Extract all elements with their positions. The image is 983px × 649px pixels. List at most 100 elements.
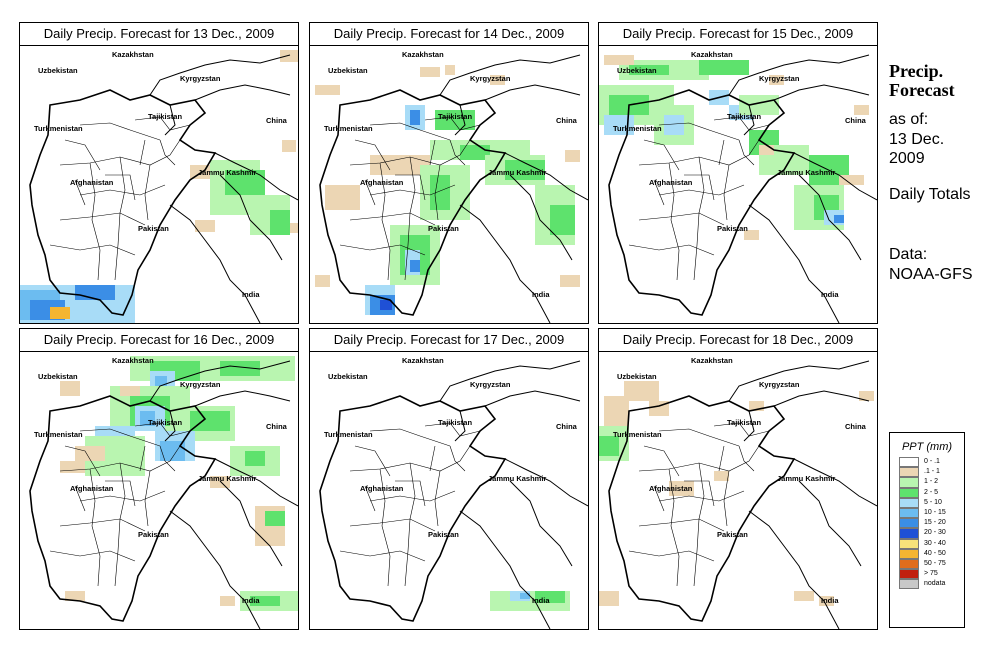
- province-border: [693, 462, 705, 587]
- map-label-india: India: [821, 596, 839, 605]
- province-border: [354, 445, 391, 477]
- map-label-kyrgyzstan: Kyrgyzstan: [759, 74, 800, 83]
- province-border: [449, 139, 466, 166]
- precip-cell: [604, 115, 634, 135]
- map-label-tajikistan: Tajikistan: [148, 112, 182, 121]
- province-border: [713, 422, 770, 437]
- map-label-china: China: [556, 116, 578, 125]
- country-border: [454, 104, 466, 136]
- precip-cell: [490, 75, 505, 85]
- country-border: [454, 410, 466, 442]
- precip-overlay: [490, 591, 570, 611]
- province-border: [404, 156, 416, 281]
- precip-cell: [834, 215, 844, 223]
- panel-title: Daily Precip. Forecast for 14 Dec., 2009: [310, 23, 588, 46]
- precip-cell: [819, 596, 834, 606]
- data-source: NOAA-GFS: [889, 266, 973, 283]
- province-border: [379, 468, 391, 587]
- province-border: [364, 485, 376, 512]
- province-border: [79, 184, 166, 196]
- precip-cell: [120, 386, 140, 396]
- precip-cell: [664, 115, 684, 135]
- province-border: [64, 139, 101, 171]
- country-border: [459, 510, 551, 629]
- country-border: [439, 360, 581, 402]
- map-label-afghanistan: Afghanistan: [360, 178, 404, 187]
- precip-cell: [560, 275, 580, 287]
- precip-cell: [759, 145, 774, 155]
- precip-cell: [50, 307, 70, 319]
- province-border: [628, 244, 715, 256]
- precip-cell: [629, 65, 669, 75]
- map-label-turkmenistan: Turkmenistan: [34, 124, 83, 133]
- legend-entry: 30 - 40: [890, 538, 964, 549]
- province-border: [139, 139, 146, 166]
- map-label-afghanistan: Afghanistan: [649, 178, 693, 187]
- map-label-uzbekistan: Uzbekistan: [38, 66, 78, 75]
- precip-cell: [599, 436, 619, 456]
- map-label-pakistan: Pakistan: [138, 224, 169, 233]
- province-border: [74, 179, 86, 206]
- province-border: [349, 212, 436, 226]
- map-label-uzbekistan: Uzbekistan: [328, 372, 368, 381]
- panel-title: Daily Precip. Forecast for 18 Dec., 2009: [599, 329, 877, 352]
- province-border: [643, 139, 680, 171]
- country-border: [169, 510, 261, 629]
- precip-cell: [505, 160, 545, 180]
- map-label-china: China: [266, 116, 288, 125]
- province-border: [59, 445, 181, 472]
- province-border: [429, 139, 436, 166]
- precip-cell: [325, 185, 360, 210]
- province-border: [354, 139, 391, 171]
- map-label-jammu-kashmir: Jammu Kashmir: [198, 474, 256, 483]
- province-border: [139, 445, 146, 472]
- legend-swatch: [899, 548, 919, 559]
- precip-cell: [60, 381, 80, 396]
- map-label-china: China: [556, 422, 578, 431]
- legend-label: 50 - 75: [924, 559, 946, 567]
- precip-cell: [535, 591, 565, 603]
- precip-cell: [714, 471, 729, 481]
- legend-label: nodata: [924, 580, 946, 588]
- country-border: [798, 480, 862, 567]
- precip-cell: [270, 210, 290, 235]
- precip-cell: [599, 591, 619, 606]
- country-border: [214, 458, 298, 507]
- province-border: [79, 490, 166, 502]
- province-border: [114, 462, 126, 587]
- precip-map: Kazakhstan Uzbekistan Kyrgyzstan Tajikistan…: [29, 356, 298, 629]
- precip-cell: [739, 95, 779, 115]
- precip-map: Kazakhstan Uzbekistan Kyrgyzstan Tajikistan…: [315, 50, 588, 323]
- province-border: [723, 470, 730, 527]
- forecast-panel-14: Daily Precip. Forecast for 14 Dec., 2009…: [309, 22, 589, 324]
- legend-swatch: [899, 558, 919, 570]
- precip-cell: [280, 50, 298, 62]
- precip-cell: [220, 596, 235, 606]
- precip-cell: [604, 55, 634, 65]
- province-border: [64, 445, 101, 477]
- map-label-uzbekistan: Uzbekistan: [328, 66, 368, 75]
- province-border: [369, 490, 456, 502]
- panel-title: Daily Precip. Forecast for 15 Dec., 2009: [599, 23, 877, 46]
- precip-cell: [565, 150, 580, 162]
- province-border: [638, 445, 760, 472]
- forecast-date: 13 Dec. 2009: [889, 131, 945, 167]
- legend-swatch: [899, 467, 919, 478]
- map-label-kazakhstan: Kazakhstan: [691, 356, 733, 365]
- map-label-pakistan: Pakistan: [717, 530, 748, 539]
- province-border: [105, 480, 136, 507]
- province-border: [658, 428, 740, 447]
- map-label-india: India: [242, 290, 260, 299]
- province-border: [638, 139, 760, 166]
- province-border: [59, 212, 146, 226]
- data-label: Data:: [889, 246, 928, 263]
- precip-cell: [220, 361, 260, 376]
- precip-legend: PPT (mm) 0 - .1 .1 - 1 1 - 2 2 - 5 5 - 10 10 …: [889, 432, 965, 628]
- precip-overlay: [20, 50, 298, 323]
- legend-label: 15 - 20: [924, 519, 946, 527]
- province-border: [134, 422, 191, 437]
- country-border: [743, 104, 755, 136]
- map-label-turkmenistan: Turkmenistan: [613, 430, 662, 439]
- legend-swatch: [899, 538, 919, 549]
- precip-cell: [65, 591, 85, 601]
